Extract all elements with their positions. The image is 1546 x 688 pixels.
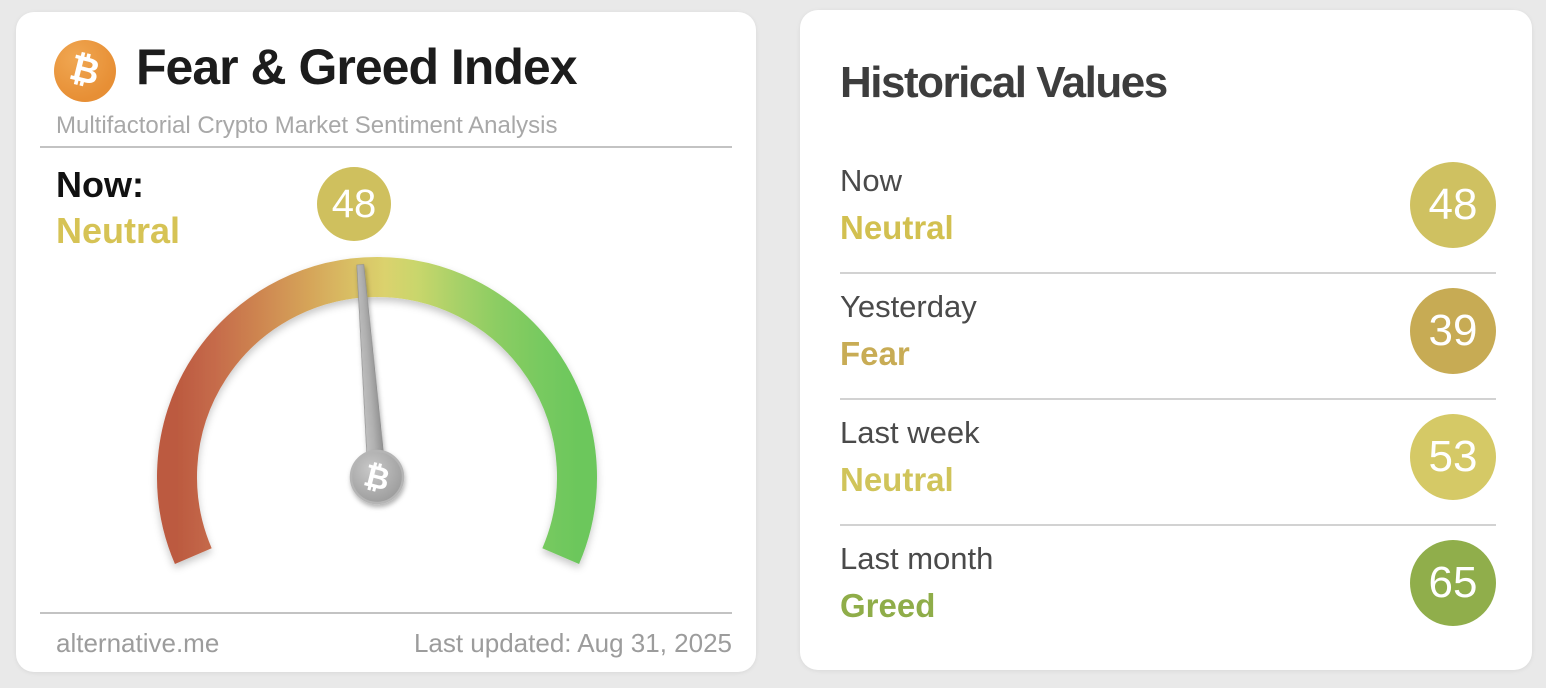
footer-divider (40, 612, 732, 614)
historical-values-card: Historical Values Now Neutral 48 Yesterd… (800, 10, 1532, 670)
historical-rows: Now Neutral 48 Yesterday Fear 39 Last we… (840, 148, 1496, 650)
history-row-now: Now Neutral 48 (840, 148, 1496, 274)
gauge-value-badge: 48 (317, 167, 391, 241)
source-link[interactable]: alternative.me (56, 628, 220, 658)
row-status: Fear (840, 335, 910, 372)
history-row-last-month: Last month Greed 65 (840, 526, 1496, 650)
gauge-hub: ₿ (349, 449, 405, 505)
card-title: Fear & Greed Index (136, 39, 577, 95)
row-label: Yesterday (840, 289, 977, 324)
row-status: Neutral (840, 461, 954, 498)
row-value-badge: 39 (1410, 288, 1496, 374)
fear-greed-card: ₿ Fear & Greed Index Multifactorial Cryp… (16, 12, 756, 672)
gauge-arc (157, 257, 597, 564)
fear-greed-header: ₿ Fear & Greed Index Multifactorial Cryp… (40, 36, 732, 146)
header-divider (40, 146, 732, 148)
row-value-badge: 65 (1410, 540, 1496, 626)
bitcoin-icon: ₿ (54, 40, 116, 102)
row-label: Now (840, 163, 903, 198)
history-row-last-week: Last week Neutral 53 (840, 400, 1496, 526)
row-status: Greed (840, 587, 936, 624)
row-value-badge: 48 (1410, 162, 1496, 248)
row-value-badge: 53 (1410, 414, 1496, 500)
history-row-yesterday: Yesterday Fear 39 (840, 274, 1496, 400)
row-label: Last month (840, 541, 994, 576)
bitcoin-glyph: ₿ (65, 47, 105, 94)
last-updated-text: Last updated: Aug 31, 2025 (413, 628, 732, 658)
now-label: Now: (56, 164, 144, 205)
row-label: Last week (840, 415, 980, 450)
row-status: Neutral (840, 209, 954, 246)
card-subtitle: Multifactorial Crypto Market Sentiment A… (56, 112, 558, 139)
historical-title: Historical Values (840, 58, 1168, 107)
now-status: Neutral (56, 210, 181, 251)
gauge-chart: ₿ (157, 257, 597, 564)
